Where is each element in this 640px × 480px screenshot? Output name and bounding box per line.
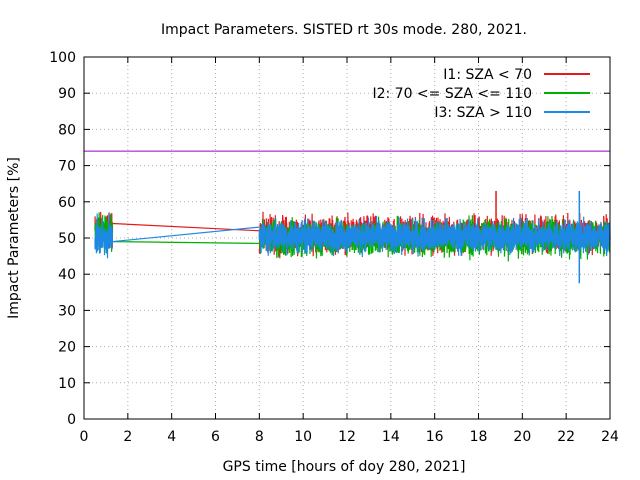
x-tick-label: 12 [338, 429, 356, 445]
x-tick-label: 8 [255, 429, 264, 445]
y-tick-label: 30 [58, 303, 76, 319]
series-line-3 [94, 213, 611, 259]
y-tick-label: 100 [49, 50, 76, 66]
y-tick-label: 20 [58, 340, 76, 356]
chart-title: Impact Parameters. SISTED rt 30s mode. 2… [161, 22, 527, 38]
x-tick-label: 14 [382, 429, 400, 445]
x-tick-label: 16 [426, 429, 444, 445]
legend: I1: SZA < 70 I2: 70 <= SZA <= 110 I3: SZA … [372, 67, 590, 121]
plot-frame [83, 56, 611, 420]
x-tick-label: 2 [123, 429, 132, 445]
x-tick-label: 18 [470, 429, 488, 445]
x-tick-label: 20 [513, 429, 531, 445]
legend-label: I3: SZA > 110 [434, 105, 532, 121]
legend-label: I1: SZA < 70 [443, 67, 532, 83]
plot-area [94, 190, 611, 284]
legend-label: I2: 70 <= SZA <= 110 [372, 86, 532, 102]
x-axis-label: GPS time [hours of doy 280, 2021] [223, 459, 466, 475]
x-tick-label: 24 [601, 429, 619, 445]
y-tick-label: 60 [58, 195, 76, 211]
y-tick-label: 40 [58, 267, 76, 283]
y-tick-label: 0 [67, 412, 76, 428]
x-tick-label: 22 [557, 429, 575, 445]
x-tick-label: 6 [211, 429, 220, 445]
y-axis-label: Impact Parameters [%] [6, 157, 22, 319]
x-tick-label: 10 [294, 429, 312, 445]
y-tick-label: 50 [58, 231, 76, 247]
y-tick-label: 70 [58, 159, 76, 175]
y-tick-label: 90 [58, 86, 76, 102]
x-tick-label: 4 [167, 429, 176, 445]
y-tick-label: 80 [58, 122, 76, 138]
y-tick-label: 10 [58, 376, 76, 392]
x-tick-label: 0 [80, 429, 89, 445]
